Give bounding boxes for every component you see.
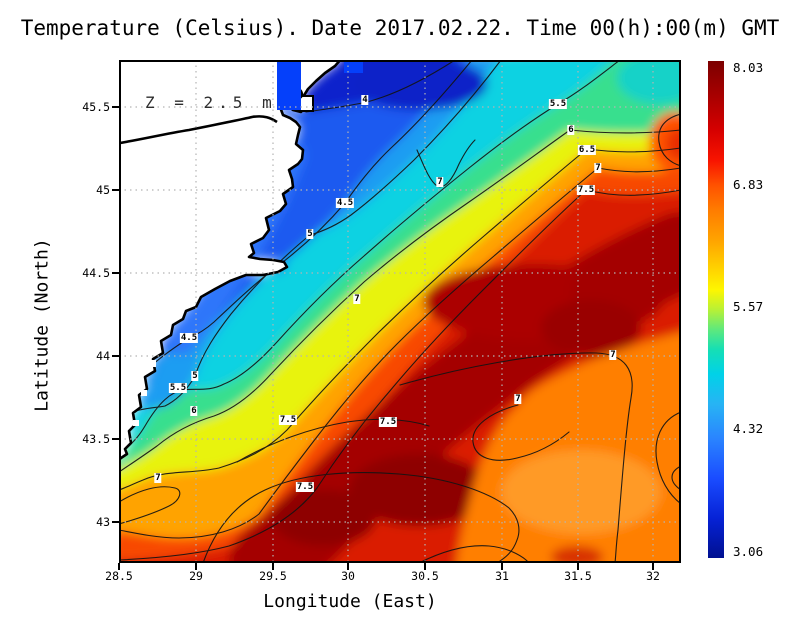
x-tick-mark	[501, 563, 503, 570]
contour-label: 7	[436, 177, 444, 187]
y-tick-mark	[112, 189, 119, 191]
y-tick-mark	[112, 355, 119, 357]
contour-label: 5.5	[548, 99, 568, 109]
contour-label: 5	[306, 229, 314, 239]
colorbar-tick-label: 5.57	[733, 299, 764, 314]
x-tick-mark	[347, 563, 349, 570]
temperature-map	[119, 60, 681, 563]
colorbar-tick-label: 6.83	[733, 177, 764, 192]
y-tick-label: 45	[96, 183, 110, 197]
land-cell	[149, 360, 156, 367]
x-tick-label: 32	[646, 569, 660, 583]
landmass	[119, 60, 363, 462]
contour-label: 4.5	[179, 333, 199, 343]
contour-label: 7	[353, 294, 361, 304]
contour-label: 7	[514, 394, 522, 404]
colorbar-tick-label: 8.03	[733, 60, 764, 75]
y-tick-label: 45.5	[82, 100, 110, 114]
land-cell	[133, 420, 139, 426]
contour-label: 7.5	[278, 415, 298, 425]
contour-label: 7.5	[295, 482, 315, 492]
y-tick-label: 44	[96, 349, 110, 363]
missing-data-cell	[344, 60, 363, 73]
y-tick-label: 43.5	[82, 432, 110, 446]
contour-label: 5.5	[168, 383, 188, 393]
missing-data-cell	[277, 60, 301, 110]
x-tick-label: 31	[495, 569, 509, 583]
contour-label: 6	[567, 125, 575, 135]
temperature-field	[119, 60, 681, 563]
x-tick-mark	[195, 563, 197, 570]
coastline	[119, 60, 342, 462]
contour-label: 7	[609, 350, 617, 360]
contour-label: 7.5	[576, 185, 596, 195]
x-tick-mark	[272, 563, 274, 570]
y-axis-title: Latitude (North)	[31, 238, 53, 412]
x-axis-title: Longitude (East)	[263, 591, 437, 612]
contour-label: 6.5	[577, 145, 597, 155]
y-tick-mark	[112, 106, 119, 108]
x-tick-mark	[424, 563, 426, 570]
contour-label: 6	[190, 406, 198, 416]
contour-label: 7	[154, 473, 162, 483]
x-tick-label: 29	[189, 569, 203, 583]
y-tick-mark	[112, 272, 119, 274]
colorbar	[708, 61, 724, 558]
land-cell	[141, 390, 147, 396]
x-tick-label: 30.5	[411, 569, 439, 583]
y-tick-label: 43	[96, 515, 110, 529]
x-tick-label: 31.5	[564, 569, 592, 583]
plot-title: Temperature (Celsius). Date 2017.02.22. …	[20, 16, 780, 40]
x-tick-mark	[118, 563, 120, 570]
depth-annotation: Z = 2.5 m	[145, 93, 277, 112]
x-tick-label: 30	[341, 569, 355, 583]
contour-label: 4	[361, 95, 369, 105]
contour-label: 4.5	[335, 198, 355, 208]
x-tick-mark	[652, 563, 654, 570]
x-tick-mark	[577, 563, 579, 570]
plot-border	[119, 60, 681, 563]
colorbar-tick-label: 3.06	[733, 544, 764, 559]
contour-label: 7.5	[378, 417, 398, 427]
x-tick-label: 28.5	[105, 569, 133, 583]
x-tick-label: 29.5	[259, 569, 287, 583]
y-tick-label: 44.5	[82, 266, 110, 280]
contour-label: 7	[594, 163, 602, 173]
colorbar-tick-label: 4.32	[733, 421, 764, 436]
y-tick-mark	[112, 521, 119, 523]
contour-label: 5	[191, 371, 199, 381]
y-tick-mark	[112, 438, 119, 440]
